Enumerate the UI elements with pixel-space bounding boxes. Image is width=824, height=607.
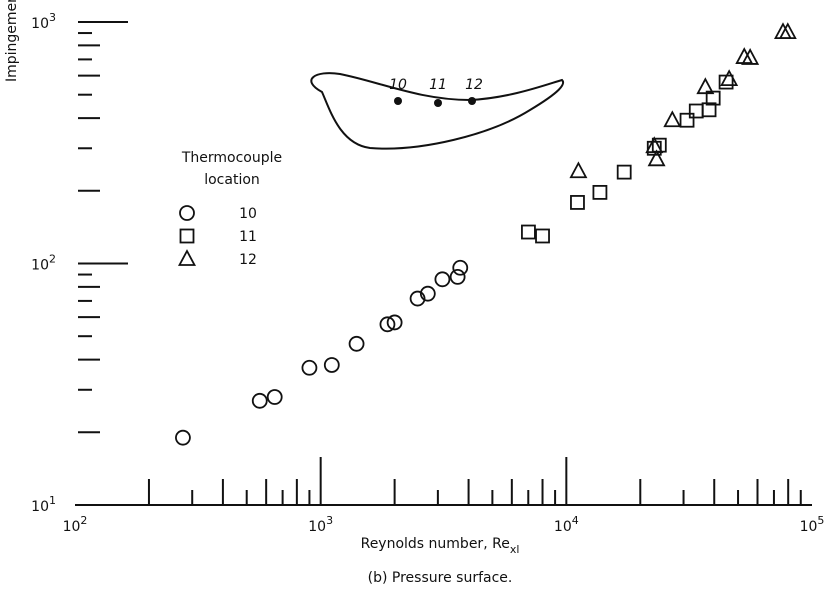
inset-label: 11 xyxy=(429,77,447,93)
marker-triangle xyxy=(569,161,588,179)
x-tick-base: 10 xyxy=(308,519,326,535)
x-tick-exp: 3 xyxy=(326,514,333,527)
caption: (b) Pressure surface. xyxy=(368,570,513,586)
marker-circle xyxy=(251,392,268,409)
marker-triangle xyxy=(696,77,715,95)
inset-label: 12 xyxy=(465,77,483,93)
marker-square xyxy=(521,224,536,240)
marker-square xyxy=(570,195,585,210)
marker-square xyxy=(679,112,695,128)
marker-circle xyxy=(348,335,365,352)
legend-title: location xyxy=(204,172,260,188)
marker-triangle xyxy=(778,22,797,40)
airfoil-outline xyxy=(310,72,565,150)
x-tick-exp: 2 xyxy=(80,514,87,527)
thermocouple-dot xyxy=(468,97,476,105)
y-tick-base: 10 xyxy=(31,499,49,515)
x-axis-label: Reynolds number, Rexl xyxy=(361,536,520,556)
marker-circle xyxy=(434,271,451,288)
marker-square xyxy=(535,228,550,244)
y-tick-exp: 2 xyxy=(49,253,56,266)
legend-title: Thermocouple xyxy=(181,150,282,166)
marker-triangle xyxy=(645,136,664,154)
x-axis-label-main: Reynolds number, Re xyxy=(361,536,510,552)
x-tick-exp: 4 xyxy=(572,514,579,527)
y-tick-label: 101 xyxy=(31,494,56,515)
y-tick-label: 102 xyxy=(31,253,56,274)
marker-circle xyxy=(409,290,426,307)
marker-circle xyxy=(179,205,195,221)
legend-label: 10 xyxy=(239,206,257,222)
y-axis-label: Impingement Nu xyxy=(4,0,20,82)
y-tick-base: 10 xyxy=(31,16,49,32)
marker-circle xyxy=(323,357,340,373)
thermocouple-dot xyxy=(394,97,402,105)
legend-label: 11 xyxy=(239,229,257,245)
marker-square xyxy=(701,102,717,118)
marker-square xyxy=(179,228,195,244)
marker-circle xyxy=(386,314,403,331)
marker-circle xyxy=(266,389,283,405)
marker-triangle xyxy=(720,69,739,87)
y-tick-label: 103 xyxy=(31,11,56,32)
thermocouple-dot xyxy=(434,99,442,107)
marker-triangle xyxy=(177,249,197,266)
marker-circle xyxy=(379,316,396,333)
y-tick-exp: 1 xyxy=(49,494,56,507)
x-tick-label: 104 xyxy=(554,514,579,535)
marker-triangle xyxy=(741,48,760,65)
x-tick-label: 105 xyxy=(800,514,824,535)
marker-square xyxy=(705,90,721,106)
marker-triangle xyxy=(647,149,666,167)
x-tick-label: 102 xyxy=(63,514,88,535)
x-tick-label: 103 xyxy=(308,514,333,535)
marker-circle xyxy=(452,259,469,276)
x-tick-exp: 5 xyxy=(817,514,824,527)
marker-square xyxy=(688,103,704,119)
x-axis-label-sub: xl xyxy=(510,543,520,556)
marker-circle xyxy=(175,429,191,446)
marker-square xyxy=(616,164,632,180)
marker-triangle xyxy=(663,110,682,128)
marker-square xyxy=(592,184,608,200)
marker-circle xyxy=(419,285,436,302)
x-tick-base: 10 xyxy=(800,519,818,535)
inset-label: 10 xyxy=(389,77,407,93)
y-tick-exp: 3 xyxy=(49,11,56,24)
marker-circle xyxy=(449,269,466,285)
legend-label: 12 xyxy=(239,252,257,268)
y-tick-base: 10 xyxy=(31,258,49,274)
marker-circle xyxy=(301,359,318,376)
x-tick-base: 10 xyxy=(554,519,572,535)
x-tick-base: 10 xyxy=(63,519,81,535)
